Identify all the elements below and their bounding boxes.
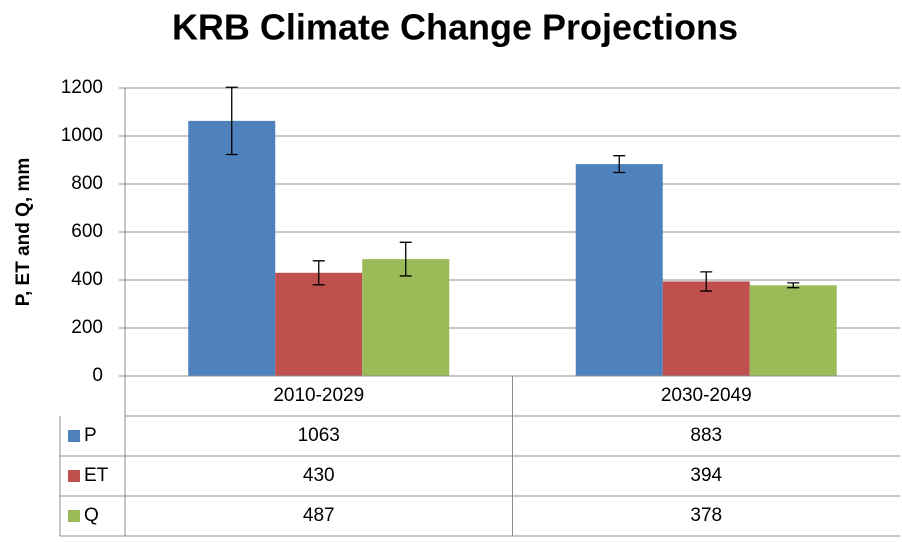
category-label: 2010-2029 [273,385,364,406]
y-tick-label: 400 [71,269,103,290]
bar [749,285,837,376]
legend-label: P [84,425,97,446]
y-tick-label: 0 [92,365,103,386]
plot: 0 200 400 600 800 1000 1200 2010-2029 2030-2049 P… [59,77,900,537]
table-value: 1063 [298,425,340,446]
y-tick-label: 600 [71,221,103,242]
error-bar [312,260,325,286]
chart-title: KRB Climate Change Projections [172,7,738,48]
bar [362,259,450,376]
bar [275,272,363,376]
table-value: 883 [690,425,722,446]
legend-label: ET [84,465,109,486]
legend-swatch [68,470,80,482]
y-axis-label: P, ET and Q, mm [13,158,34,307]
table-value: 430 [303,465,335,486]
error-bar [399,241,412,277]
y-tick-label: 800 [71,173,103,194]
y-tick-label: 1200 [61,77,103,98]
table-value: 378 [690,505,722,526]
legend-swatch [68,510,80,522]
error-bar [700,271,713,292]
y-tick-label: 1000 [61,125,103,146]
error-bar [787,282,800,289]
legend-swatch [68,430,80,442]
error-bar [225,86,238,156]
table-value: 487 [303,505,335,526]
y-tick-label: 200 [71,317,103,338]
bar [575,164,663,376]
bar [662,281,750,376]
bar [188,120,276,376]
table-value: 394 [690,465,722,486]
category-label: 2030-2049 [661,385,752,406]
error-bar [613,155,626,174]
legend-label: Q [84,505,99,526]
